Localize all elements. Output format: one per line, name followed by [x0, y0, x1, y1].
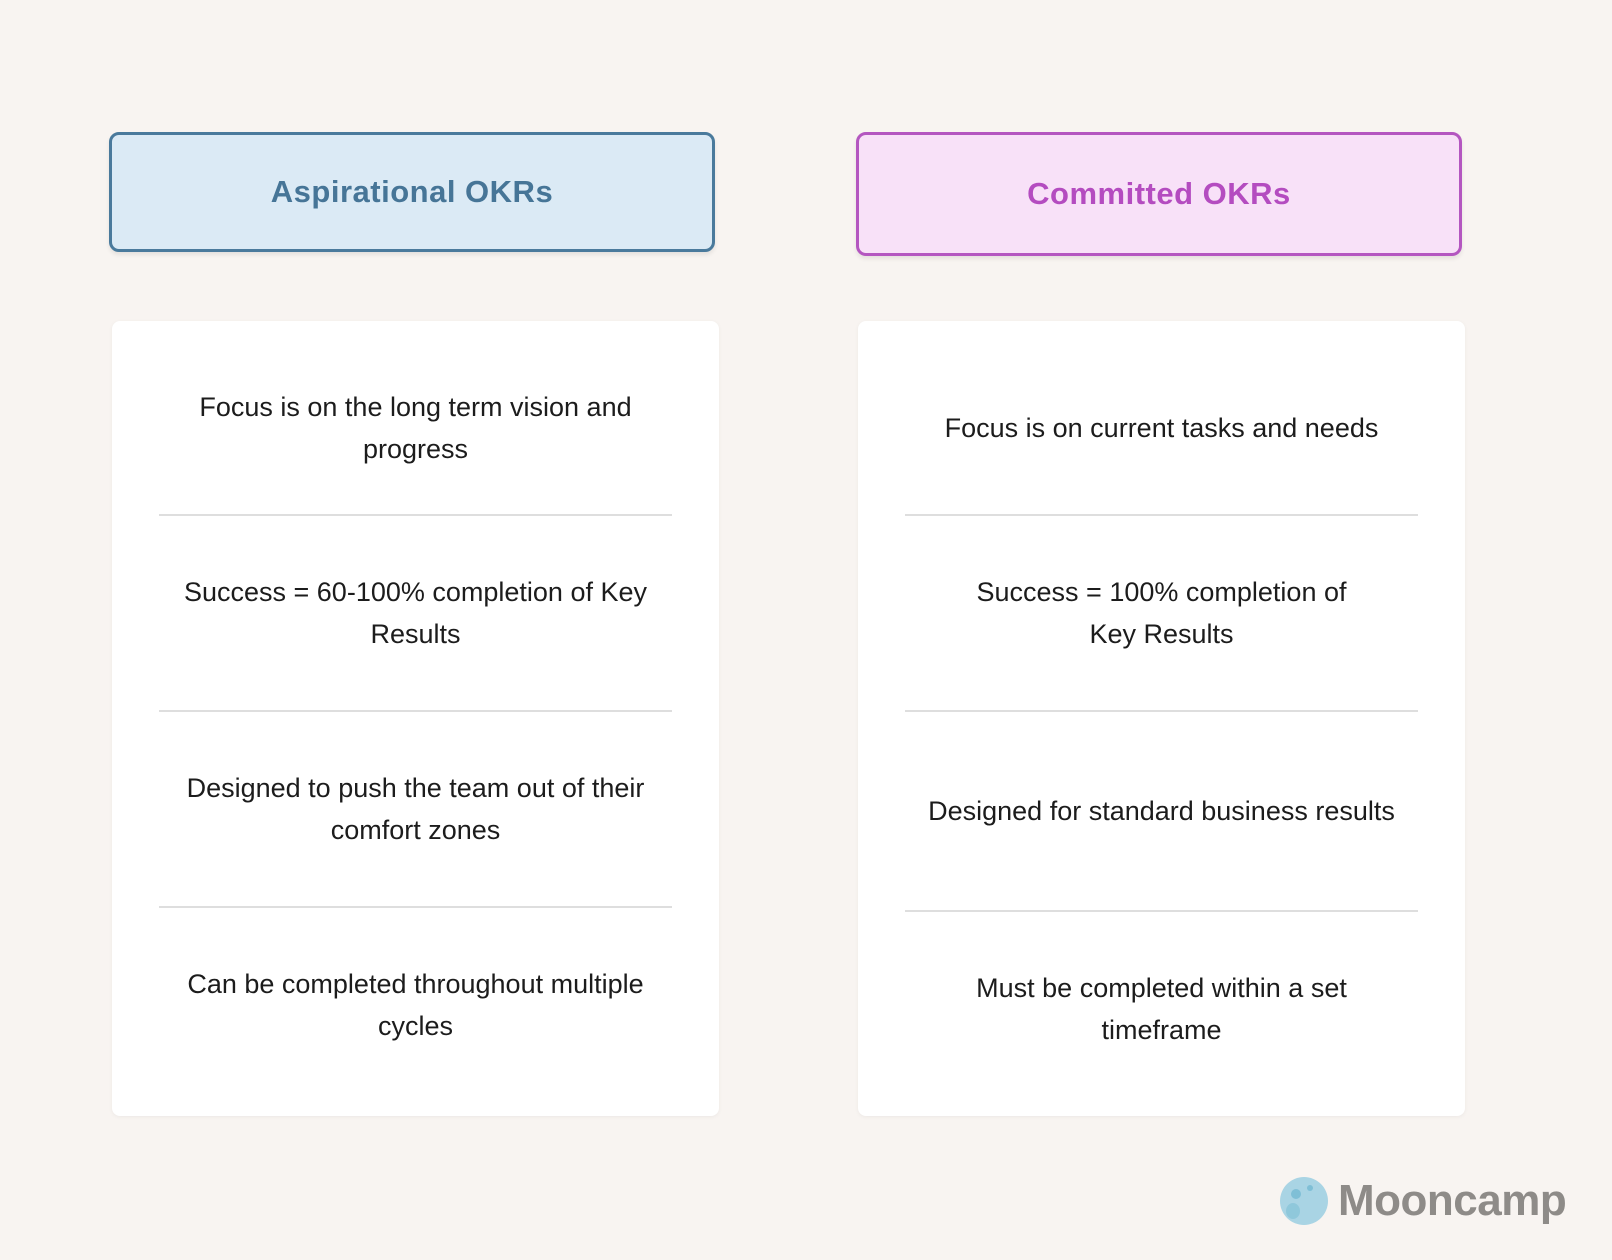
committed-card: Focus is on current tasks and needs Succ…	[858, 321, 1465, 1116]
divider	[159, 906, 672, 908]
brand-name: Mooncamp	[1338, 1176, 1567, 1225]
divider	[905, 514, 1418, 516]
divider	[159, 514, 672, 516]
list-item: Focus is on current tasks and needs	[944, 413, 1379, 443]
divider	[905, 710, 1418, 712]
moon-icon	[1280, 1177, 1328, 1225]
committed-title: Committed OKRs	[1027, 176, 1291, 211]
committed-header: Committed OKRs	[856, 132, 1462, 256]
list-item: Success = 100% completion of Key Results	[976, 577, 1347, 649]
list-item: Designed for standard business results	[928, 796, 1395, 826]
aspirational-title: Aspirational OKRs	[270, 174, 554, 209]
list-item: Success = 60-100% completion of Key Resu…	[183, 577, 647, 649]
divider	[159, 710, 672, 712]
aspirational-card: Focus is on the long term vision and pro…	[112, 321, 719, 1116]
list-item: Focus is on the long term vision and pro…	[199, 392, 632, 464]
list-item: Must be completed within a set timeframe	[976, 973, 1347, 1045]
list-item: Designed to push the team out of their c…	[186, 773, 645, 845]
divider	[905, 910, 1418, 912]
list-item: Can be completed throughout multiple cyc…	[187, 969, 644, 1041]
mooncamp-logo: Mooncamp	[1280, 1176, 1567, 1226]
aspirational-header: Aspirational OKRs	[109, 132, 715, 252]
